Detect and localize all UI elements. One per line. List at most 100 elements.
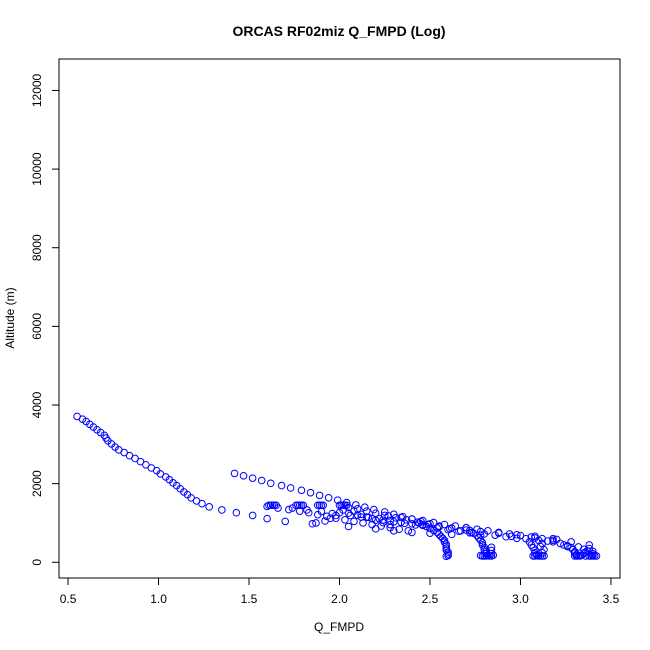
data-points [73,412,601,561]
plot-area-frame [58,58,621,579]
x-axis: 0.5 1.0 1.5 2.0 2.5 3.0 3.5 [60,577,620,606]
data-point [429,526,438,535]
data-point [295,507,304,515]
data-point [563,542,572,551]
data-point [239,471,248,480]
data-point [494,528,503,537]
data-point [375,514,384,523]
data-point [350,517,358,526]
data-point [444,548,452,556]
data-point [205,503,214,511]
data-point [248,511,257,520]
data-point [527,533,536,541]
data-point [451,522,460,530]
data-point [507,532,516,541]
data-point [386,516,394,525]
data-point [303,506,311,514]
data-point [257,476,266,485]
data-point [333,496,342,504]
data-point [368,514,376,523]
data-point [288,504,297,512]
x-tick-label: 1.5 [241,592,258,606]
data-point [232,508,241,517]
data-point [266,479,275,488]
data-point [263,502,271,511]
data-point [379,516,387,525]
data-point [357,513,366,521]
data-point [408,528,416,537]
data-point [592,552,601,560]
data-point [317,507,326,516]
data-point [478,541,487,549]
data-point [341,516,349,524]
data-point [487,543,496,552]
x-axis-label: Q_FMPD [314,620,364,634]
data-point [408,519,416,528]
data-point [370,505,378,514]
data-point [218,506,226,514]
data-point [426,524,434,533]
data-point [400,519,409,528]
data-point [362,507,371,515]
data-point [534,536,543,545]
data-point [429,518,438,527]
data-point [362,513,371,521]
data-point [424,520,432,529]
data-point [332,514,340,523]
data-point [248,474,257,482]
y-axis: 0 2000 4000 6000 8000 10000 12000 [30,73,60,566]
data-point [440,520,449,529]
data-point [543,537,552,545]
data-point [408,515,416,523]
x-tick-label: 1.0 [150,592,167,606]
data-point [415,519,423,527]
data-point [389,510,398,519]
y-tick-label: 6000 [30,313,44,340]
y-tick-label: 0 [30,559,44,566]
data-point [484,527,492,535]
x-tick-label: 3.0 [512,592,529,606]
data-point [281,517,290,526]
data-point [386,520,394,529]
x-tick-label: 3.5 [603,592,620,606]
data-point [418,520,427,529]
data-point [274,504,282,512]
data-point [437,532,445,541]
data-point [344,503,353,512]
data-point [395,525,404,534]
data-point [560,541,568,549]
data-point [312,519,320,527]
data-point [438,534,447,543]
data-point [361,503,369,512]
data-point [286,484,295,492]
x-tick-label: 2.5 [422,592,439,606]
data-point [315,491,324,500]
data-point [404,527,413,535]
y-tick-label: 8000 [30,234,44,261]
data-point [342,501,351,510]
data-point [285,505,293,514]
data-point [442,540,451,548]
data-point [581,552,590,560]
chart-title: ORCAS RF02miz Q_FMPD (Log) [232,23,445,39]
data-point [299,501,308,510]
y-axis-label: Altitude (m) [3,287,17,348]
data-point [478,538,487,547]
data-point [529,552,537,560]
data-point [344,509,353,517]
data-point [306,488,315,497]
data-point [531,546,539,555]
data-point [263,514,271,523]
y-tick-label: 4000 [30,391,44,418]
data-point [422,522,431,531]
data-point [308,519,317,528]
data-point [473,531,481,540]
data-point [475,534,483,542]
data-point [581,548,590,556]
x-tick-label: 0.5 [60,592,77,606]
data-point [589,547,597,556]
data-point [328,509,337,518]
data-point [435,530,443,539]
data-point [487,546,496,555]
